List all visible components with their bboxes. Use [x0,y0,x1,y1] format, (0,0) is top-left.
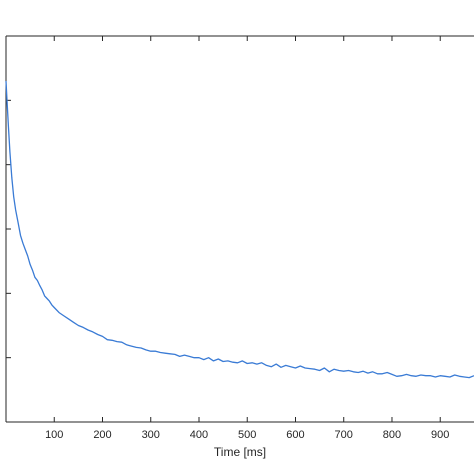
x-tick-label: 200 [93,429,111,441]
series-line-0 [5,80,474,379]
x-tick-label: 700 [335,429,353,441]
axes [5,35,474,423]
series-group [5,80,474,379]
x-tick-label: 400 [190,429,208,441]
x-axis-label: Time [ms] [214,445,266,459]
x-tick-label: 300 [142,429,160,441]
x-tick-label: 500 [238,429,256,441]
x-tick-label: 900 [431,429,449,441]
x-tick-label: 800 [383,429,401,441]
x-axis-ticks: 100 200 300 400 500 600 700 800 900 [45,36,449,441]
x-tick-label: 100 [45,429,63,441]
x-tick-label: 600 [286,429,304,441]
